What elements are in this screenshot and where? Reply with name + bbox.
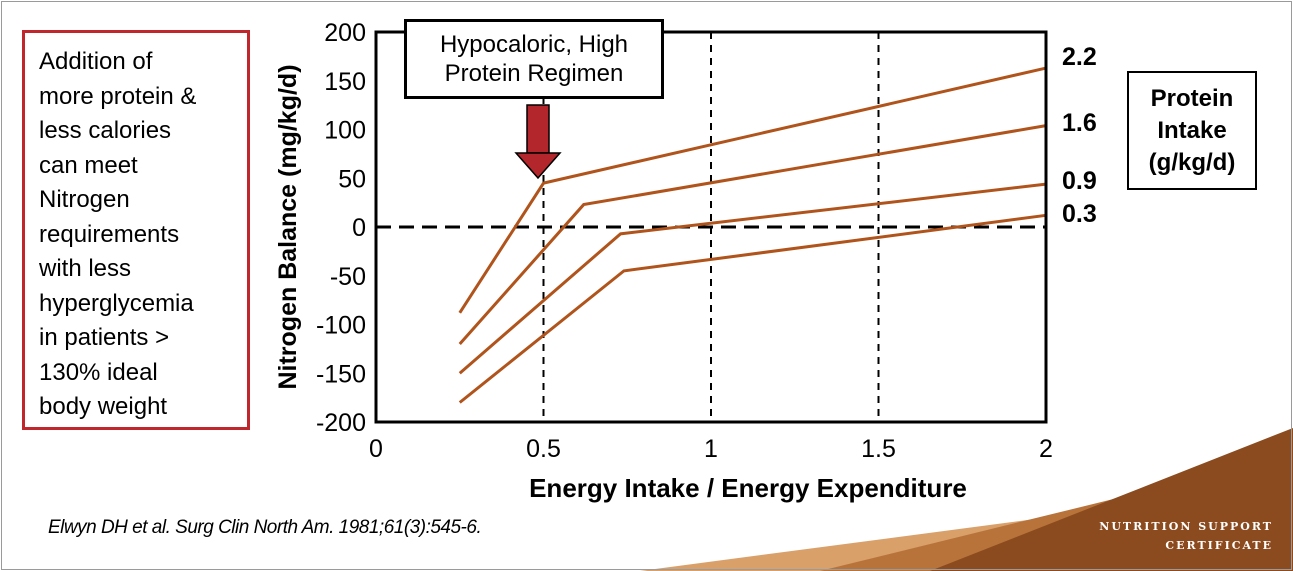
note-line: in patients > bbox=[39, 324, 170, 351]
series-line-0-3 bbox=[458, 213, 1047, 404]
series-label: 0.9 bbox=[1062, 167, 1097, 195]
note-line: with less bbox=[39, 255, 132, 282]
y-tick-labels: 200 150 100 50 0 -50 -100 -150 -200 bbox=[316, 19, 366, 437]
x-tick-label: 1.5 bbox=[861, 435, 896, 463]
x-tick-labels: 0 0.5 1 1.5 2 bbox=[369, 435, 1053, 463]
y-tick-label: 150 bbox=[324, 68, 366, 96]
series-lines bbox=[458, 66, 1047, 404]
series-label: 2.2 bbox=[1062, 43, 1097, 71]
decor-dark-band bbox=[930, 428, 1293, 571]
note-line: less calories bbox=[39, 117, 172, 144]
note-line: more protein & bbox=[39, 82, 197, 110]
legend-title-line: (g/kg/d) bbox=[1148, 148, 1236, 176]
y-tick-label: 0 bbox=[352, 214, 366, 242]
note-text: Addition of more protein & less calories… bbox=[39, 45, 244, 425]
legend-title-line: Protein bbox=[1150, 84, 1234, 112]
callout-line: Protein Regimen bbox=[444, 60, 624, 87]
series-label: 0.3 bbox=[1062, 200, 1097, 228]
callout-text: Hypocaloric, High Protein Regimen bbox=[414, 30, 654, 88]
x-tick-label: 1 bbox=[704, 435, 718, 463]
series-line-2-2 bbox=[458, 66, 1047, 314]
y-tick-label: -100 bbox=[316, 312, 366, 340]
y-tick-label: 100 bbox=[324, 117, 366, 145]
note-line: Addition of bbox=[39, 48, 153, 75]
y-tick-label: 200 bbox=[324, 19, 366, 47]
plot-frame bbox=[374, 30, 1048, 424]
y-tick-label: -50 bbox=[330, 263, 366, 291]
x-axis-label: Energy Intake / Energy Expenditure bbox=[529, 473, 967, 503]
note-line: Nitrogen bbox=[39, 186, 130, 213]
y-tick-label: -150 bbox=[316, 360, 366, 388]
y-tick-label: -200 bbox=[316, 409, 366, 437]
note-box: Addition of more protein & less calories… bbox=[22, 30, 250, 430]
x-tick-label: 0 bbox=[369, 435, 383, 463]
note-line: requirements bbox=[39, 220, 180, 248]
note-line: hyperglycemia bbox=[39, 289, 194, 317]
legend-title-box: Protein Intake (g/kg/d) bbox=[1127, 71, 1257, 190]
down-arrow bbox=[514, 104, 562, 180]
series-labels: 2.2 1.6 0.9 0.3 bbox=[1062, 43, 1097, 228]
note-line: can meet bbox=[39, 151, 138, 179]
x-tick-label: 2 bbox=[1039, 435, 1053, 463]
arrow-head bbox=[514, 152, 562, 180]
x-tick-label: 0.5 bbox=[526, 435, 561, 463]
y-tick-label: 50 bbox=[338, 165, 366, 193]
series-line-1-6 bbox=[458, 124, 1047, 345]
legend-title-line: Intake bbox=[1157, 116, 1227, 144]
note-line: 130% ideal bbox=[39, 358, 158, 386]
series-label: 1.6 bbox=[1062, 109, 1097, 137]
citation: Elwyn DH et al. Surg Clin North Am. 1981… bbox=[48, 517, 482, 538]
grid-lines bbox=[376, 32, 1046, 422]
legend-title: Protein Intake (g/kg/d) bbox=[1132, 83, 1252, 179]
callout-line: Hypocaloric, High bbox=[439, 31, 629, 58]
y-axis-label: Nitrogen Balance (mg/kg/d) bbox=[274, 64, 302, 389]
brand-logo-text: NUTRITION SUPPORT CERTIFICATE bbox=[1099, 517, 1273, 555]
brand-line-1: NUTRITION SUPPORT bbox=[1099, 520, 1273, 533]
note-line: body weight bbox=[39, 393, 168, 420]
series-line-0-9 bbox=[458, 182, 1047, 375]
brand-line-2: CERTIFICATE bbox=[1165, 539, 1273, 552]
regimen-callout: Hypocaloric, High Protein Regimen bbox=[404, 19, 664, 99]
arrow-shaft bbox=[526, 104, 550, 154]
